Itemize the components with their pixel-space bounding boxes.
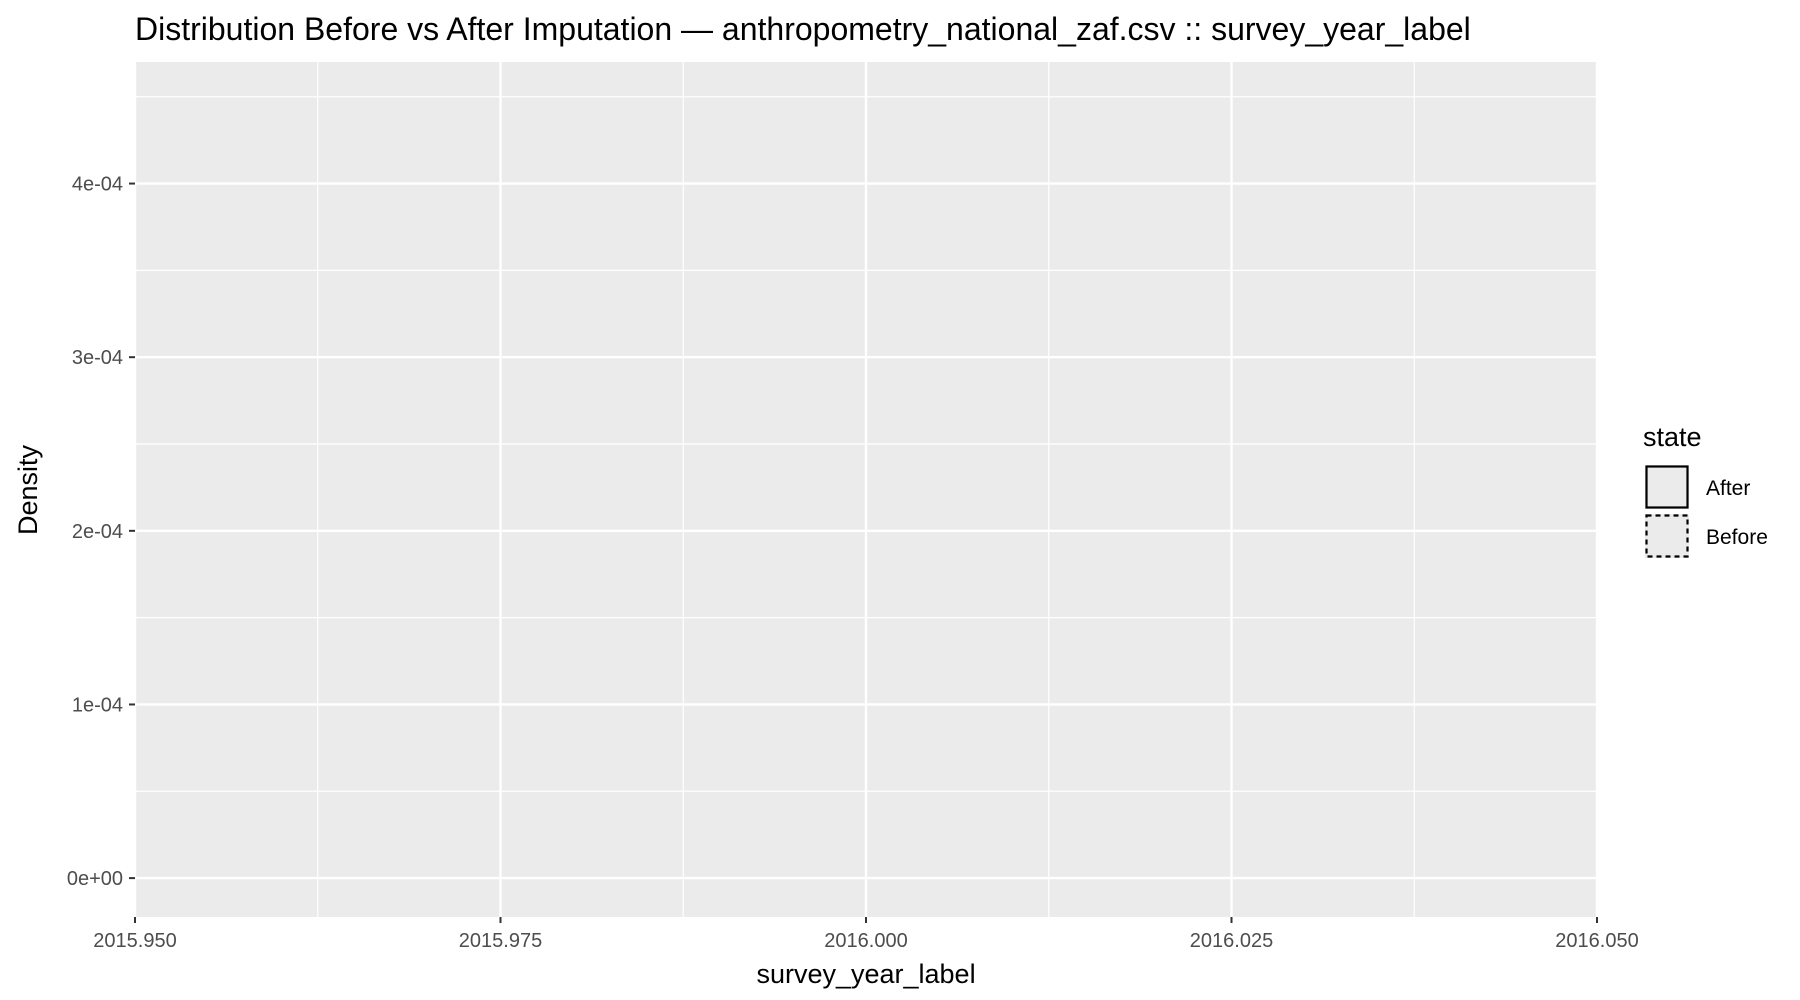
legend-key-before xyxy=(1645,514,1689,558)
legend-entries: After Before xyxy=(1645,465,1768,558)
y-tick-label: 1e-04 xyxy=(72,694,123,716)
legend-key-after xyxy=(1645,465,1689,509)
x-axis-title: survey_year_label xyxy=(756,959,975,989)
y-tick-label: 2e-04 xyxy=(72,521,123,543)
y-tick-label: 4e-04 xyxy=(72,174,123,196)
x-tick-label: 2016.000 xyxy=(824,930,907,952)
major-gridlines xyxy=(133,62,1599,917)
y-tick-label: 0e+00 xyxy=(67,868,123,890)
legend-key-bg xyxy=(1645,514,1689,558)
legend-key-bg xyxy=(1645,465,1689,509)
y-tick-label: 3e-04 xyxy=(72,347,123,369)
legend-title: state xyxy=(1643,422,1702,452)
y-axis: 0e+00 1e-04 2e-04 3e-04 4e-04 xyxy=(67,174,135,890)
x-tick-label: 2016.050 xyxy=(1555,930,1638,952)
legend: state After Before xyxy=(1643,422,1768,558)
x-tick-label: 2016.025 xyxy=(1190,930,1273,952)
x-axis: 2015.950 2015.975 2016.000 2016.025 2016.050 xyxy=(93,917,1639,952)
y-axis-title: Density xyxy=(13,444,43,535)
x-tick-label: 2015.975 xyxy=(459,930,542,952)
chart-title: Distribution Before vs After Imputation … xyxy=(135,11,1471,47)
x-tick-label: 2015.950 xyxy=(93,930,176,952)
legend-label: After xyxy=(1706,477,1750,500)
legend-label: Before xyxy=(1706,526,1768,549)
